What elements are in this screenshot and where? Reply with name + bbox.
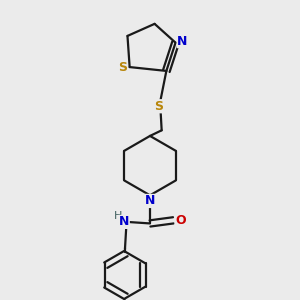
Text: N: N — [177, 34, 188, 48]
Text: O: O — [175, 214, 186, 227]
Text: S: S — [154, 100, 163, 113]
Text: H: H — [114, 211, 122, 221]
Text: N: N — [119, 215, 129, 228]
Text: N: N — [145, 194, 155, 207]
Text: S: S — [118, 61, 127, 74]
